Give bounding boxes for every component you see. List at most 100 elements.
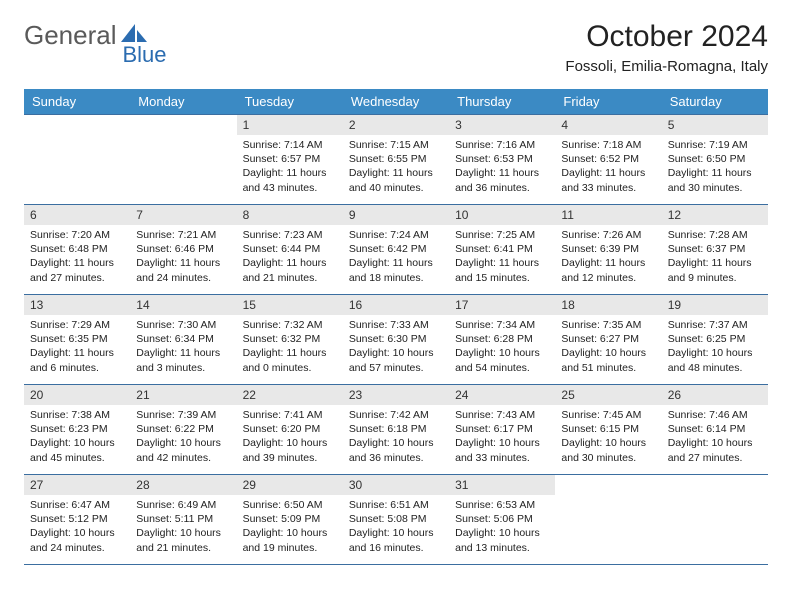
day-number: 11	[555, 205, 661, 225]
day-details: Sunrise: 7:37 AMSunset: 6:25 PMDaylight:…	[662, 315, 768, 381]
calendar-day-cell: 16Sunrise: 7:33 AMSunset: 6:30 PMDayligh…	[343, 295, 449, 385]
logo-text-general: General	[24, 20, 117, 51]
day-details: Sunrise: 7:15 AMSunset: 6:55 PMDaylight:…	[343, 135, 449, 201]
day-details: Sunrise: 7:34 AMSunset: 6:28 PMDaylight:…	[449, 315, 555, 381]
day-number: 2	[343, 115, 449, 135]
calendar-day-cell: 30Sunrise: 6:51 AMSunset: 5:08 PMDayligh…	[343, 475, 449, 565]
calendar-day-cell: 25Sunrise: 7:45 AMSunset: 6:15 PMDayligh…	[555, 385, 661, 475]
day-number: 23	[343, 385, 449, 405]
day-details: Sunrise: 6:49 AMSunset: 5:11 PMDaylight:…	[130, 495, 236, 561]
day-details: Sunrise: 7:46 AMSunset: 6:14 PMDaylight:…	[662, 405, 768, 471]
day-details: Sunrise: 7:43 AMSunset: 6:17 PMDaylight:…	[449, 405, 555, 471]
calendar-day-cell: 1Sunrise: 7:14 AMSunset: 6:57 PMDaylight…	[237, 115, 343, 205]
day-number: 26	[662, 385, 768, 405]
location-text: Fossoli, Emilia-Romagna, Italy	[565, 58, 768, 75]
calendar-day-cell: 2Sunrise: 7:15 AMSunset: 6:55 PMDaylight…	[343, 115, 449, 205]
day-number: 13	[24, 295, 130, 315]
logo: General Blue	[24, 20, 167, 68]
calendar-day-cell: 8Sunrise: 7:23 AMSunset: 6:44 PMDaylight…	[237, 205, 343, 295]
calendar-week-row: 6Sunrise: 7:20 AMSunset: 6:48 PMDaylight…	[24, 205, 768, 295]
day-number: 14	[130, 295, 236, 315]
day-number: 10	[449, 205, 555, 225]
calendar-table: SundayMondayTuesdayWednesdayThursdayFrid…	[24, 89, 768, 565]
day-details: Sunrise: 6:51 AMSunset: 5:08 PMDaylight:…	[343, 495, 449, 561]
day-details: Sunrise: 7:32 AMSunset: 6:32 PMDaylight:…	[237, 315, 343, 381]
weekday-header: Saturday	[662, 89, 768, 115]
calendar-day-cell: 18Sunrise: 7:35 AMSunset: 6:27 PMDayligh…	[555, 295, 661, 385]
day-number: 27	[24, 475, 130, 495]
header: General Blue October 2024 Fossoli, Emili…	[24, 20, 768, 85]
day-details: Sunrise: 7:18 AMSunset: 6:52 PMDaylight:…	[555, 135, 661, 201]
day-number: 29	[237, 475, 343, 495]
day-details: Sunrise: 7:21 AMSunset: 6:46 PMDaylight:…	[130, 225, 236, 291]
day-details: Sunrise: 7:23 AMSunset: 6:44 PMDaylight:…	[237, 225, 343, 291]
title-block: October 2024 Fossoli, Emilia-Romagna, It…	[565, 20, 768, 85]
day-details: Sunrise: 7:25 AMSunset: 6:41 PMDaylight:…	[449, 225, 555, 291]
day-details: Sunrise: 7:16 AMSunset: 6:53 PMDaylight:…	[449, 135, 555, 201]
calendar-day-cell: 20Sunrise: 7:38 AMSunset: 6:23 PMDayligh…	[24, 385, 130, 475]
calendar-day-cell: 14Sunrise: 7:30 AMSunset: 6:34 PMDayligh…	[130, 295, 236, 385]
calendar-day-cell: 22Sunrise: 7:41 AMSunset: 6:20 PMDayligh…	[237, 385, 343, 475]
calendar-day-cell: 19Sunrise: 7:37 AMSunset: 6:25 PMDayligh…	[662, 295, 768, 385]
weekday-header: Sunday	[24, 89, 130, 115]
calendar-day-cell: 4Sunrise: 7:18 AMSunset: 6:52 PMDaylight…	[555, 115, 661, 205]
calendar-day-cell: 31Sunrise: 6:53 AMSunset: 5:06 PMDayligh…	[449, 475, 555, 565]
day-number: 21	[130, 385, 236, 405]
weekday-header: Monday	[130, 89, 236, 115]
weekday-header: Thursday	[449, 89, 555, 115]
day-number: 1	[237, 115, 343, 135]
day-number: 16	[343, 295, 449, 315]
day-number: 22	[237, 385, 343, 405]
weekday-header: Friday	[555, 89, 661, 115]
calendar-week-row: 27Sunrise: 6:47 AMSunset: 5:12 PMDayligh…	[24, 475, 768, 565]
day-details: Sunrise: 7:33 AMSunset: 6:30 PMDaylight:…	[343, 315, 449, 381]
day-details: Sunrise: 7:26 AMSunset: 6:39 PMDaylight:…	[555, 225, 661, 291]
day-details: Sunrise: 6:50 AMSunset: 5:09 PMDaylight:…	[237, 495, 343, 561]
calendar-day-cell: 23Sunrise: 7:42 AMSunset: 6:18 PMDayligh…	[343, 385, 449, 475]
day-number: 20	[24, 385, 130, 405]
day-number: 17	[449, 295, 555, 315]
calendar-day-cell: 27Sunrise: 6:47 AMSunset: 5:12 PMDayligh…	[24, 475, 130, 565]
day-details: Sunrise: 7:41 AMSunset: 6:20 PMDaylight:…	[237, 405, 343, 471]
day-number: 3	[449, 115, 555, 135]
day-details: Sunrise: 7:14 AMSunset: 6:57 PMDaylight:…	[237, 135, 343, 201]
day-number: 25	[555, 385, 661, 405]
calendar-day-cell: 17Sunrise: 7:34 AMSunset: 6:28 PMDayligh…	[449, 295, 555, 385]
month-title: October 2024	[565, 20, 768, 54]
day-details: Sunrise: 7:42 AMSunset: 6:18 PMDaylight:…	[343, 405, 449, 471]
day-details: Sunrise: 7:38 AMSunset: 6:23 PMDaylight:…	[24, 405, 130, 471]
calendar-week-row: 1Sunrise: 7:14 AMSunset: 6:57 PMDaylight…	[24, 115, 768, 205]
day-number: 28	[130, 475, 236, 495]
day-details: Sunrise: 7:24 AMSunset: 6:42 PMDaylight:…	[343, 225, 449, 291]
day-details: Sunrise: 7:20 AMSunset: 6:48 PMDaylight:…	[24, 225, 130, 291]
calendar-day-cell: 7Sunrise: 7:21 AMSunset: 6:46 PMDaylight…	[130, 205, 236, 295]
calendar-week-row: 20Sunrise: 7:38 AMSunset: 6:23 PMDayligh…	[24, 385, 768, 475]
calendar-week-row: 13Sunrise: 7:29 AMSunset: 6:35 PMDayligh…	[24, 295, 768, 385]
calendar-day-cell	[662, 475, 768, 565]
calendar-header-row: SundayMondayTuesdayWednesdayThursdayFrid…	[24, 89, 768, 115]
calendar-day-cell: 12Sunrise: 7:28 AMSunset: 6:37 PMDayligh…	[662, 205, 768, 295]
day-details: Sunrise: 6:53 AMSunset: 5:06 PMDaylight:…	[449, 495, 555, 561]
day-details: Sunrise: 7:39 AMSunset: 6:22 PMDaylight:…	[130, 405, 236, 471]
calendar-day-cell: 29Sunrise: 6:50 AMSunset: 5:09 PMDayligh…	[237, 475, 343, 565]
day-details: Sunrise: 7:28 AMSunset: 6:37 PMDaylight:…	[662, 225, 768, 291]
day-number: 7	[130, 205, 236, 225]
calendar-day-cell: 24Sunrise: 7:43 AMSunset: 6:17 PMDayligh…	[449, 385, 555, 475]
day-number: 6	[24, 205, 130, 225]
day-details: Sunrise: 6:47 AMSunset: 5:12 PMDaylight:…	[24, 495, 130, 561]
calendar-day-cell: 28Sunrise: 6:49 AMSunset: 5:11 PMDayligh…	[130, 475, 236, 565]
calendar-day-cell: 13Sunrise: 7:29 AMSunset: 6:35 PMDayligh…	[24, 295, 130, 385]
day-number: 30	[343, 475, 449, 495]
day-number: 9	[343, 205, 449, 225]
calendar-day-cell	[130, 115, 236, 205]
day-number: 12	[662, 205, 768, 225]
calendar-day-cell: 10Sunrise: 7:25 AMSunset: 6:41 PMDayligh…	[449, 205, 555, 295]
day-number: 5	[662, 115, 768, 135]
calendar-day-cell: 9Sunrise: 7:24 AMSunset: 6:42 PMDaylight…	[343, 205, 449, 295]
calendar-day-cell: 6Sunrise: 7:20 AMSunset: 6:48 PMDaylight…	[24, 205, 130, 295]
day-number: 31	[449, 475, 555, 495]
day-details: Sunrise: 7:35 AMSunset: 6:27 PMDaylight:…	[555, 315, 661, 381]
day-number: 19	[662, 295, 768, 315]
day-number: 4	[555, 115, 661, 135]
day-number: 24	[449, 385, 555, 405]
